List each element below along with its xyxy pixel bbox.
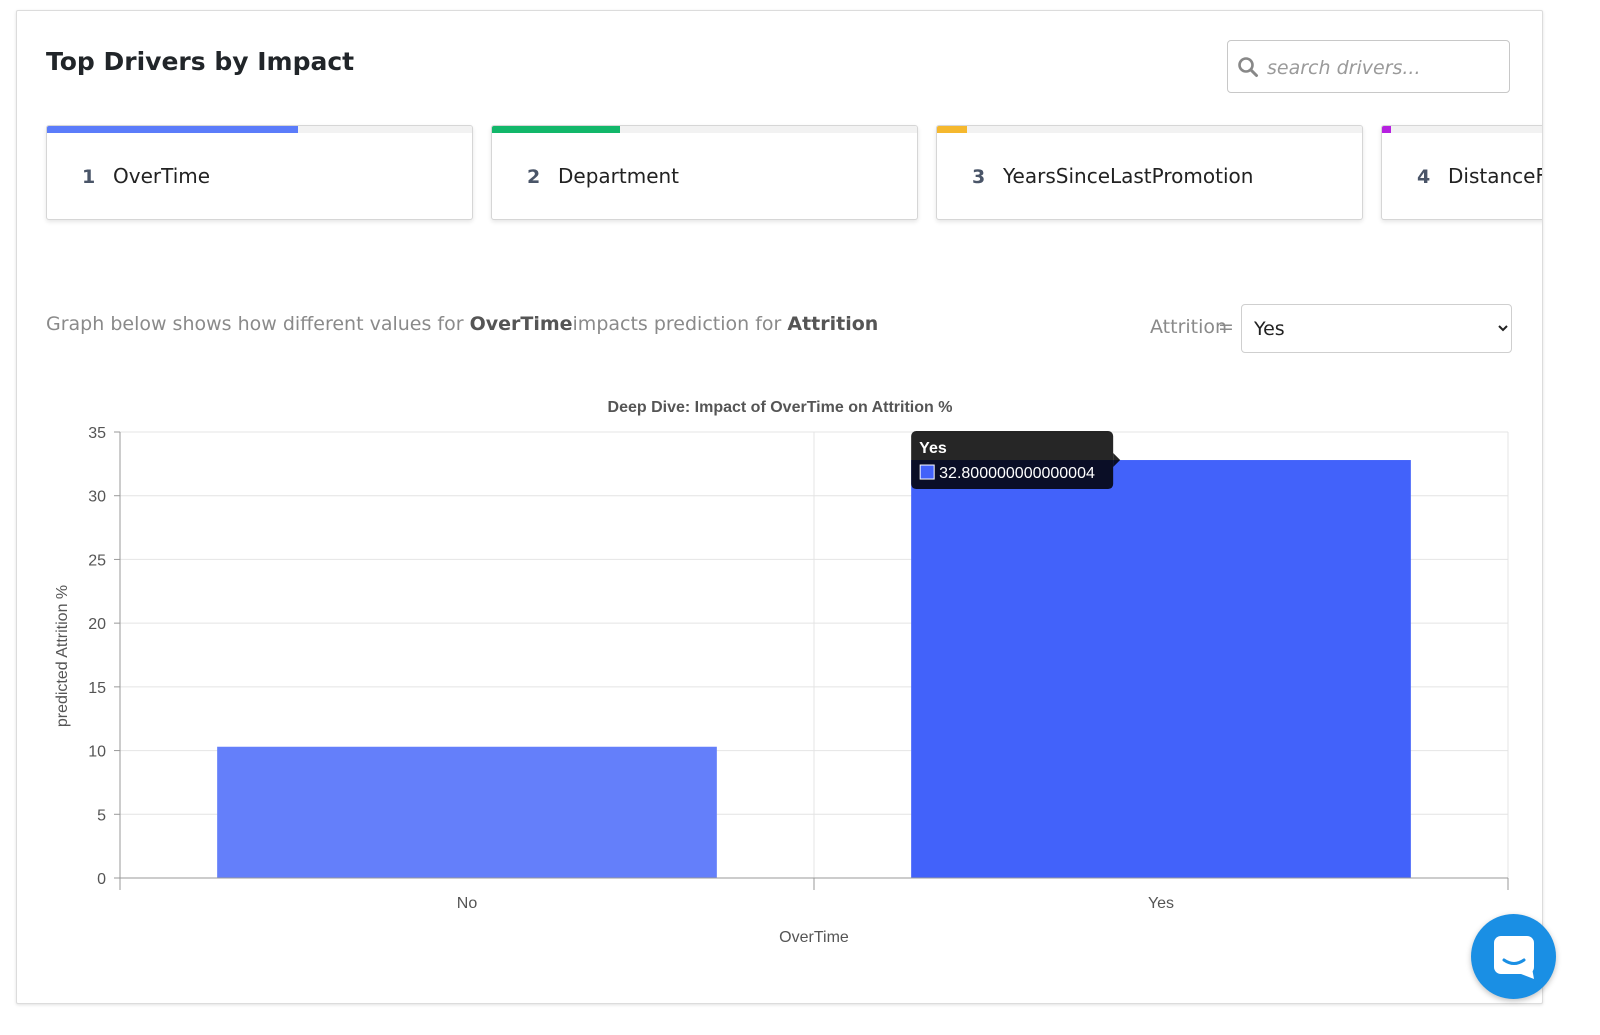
y-tick-label: 20	[88, 616, 106, 633]
tooltip-caret	[1113, 453, 1121, 468]
y-tick-label: 0	[97, 871, 106, 888]
desc-target: Attrition	[787, 313, 879, 335]
y-tick-label: 25	[88, 552, 106, 569]
y-tick-label: 15	[88, 680, 106, 697]
x-tick-label: Yes	[1148, 895, 1174, 912]
search-input[interactable]	[1265, 49, 1505, 86]
filter-label: Attrition	[1150, 316, 1228, 338]
driver-name: DistanceFr	[1448, 164, 1542, 188]
chart-title: Deep Dive: Impact of OverTime on Attriti…	[608, 399, 953, 416]
impact-bar-fill	[1382, 126, 1391, 133]
driver-name: OverTime	[113, 164, 211, 188]
desc-prefix: Graph below shows how different values f…	[46, 313, 470, 335]
tooltip-box	[911, 431, 1114, 490]
chat-button[interactable]	[1471, 914, 1556, 999]
impact-bar-fill	[47, 126, 298, 133]
driver-name: YearsSinceLastPromotion	[1003, 164, 1254, 188]
y-axis: 0 5 10 15 20 25 30 35	[88, 425, 120, 888]
tooltip-value: 32.800000000000004	[939, 465, 1095, 482]
x-tick-label: No	[457, 895, 478, 912]
driver-rank: 2	[527, 166, 541, 188]
driver-rank: 3	[972, 166, 986, 188]
chat-icon	[1494, 936, 1534, 979]
bars	[217, 460, 1411, 878]
impact-bar-fill	[492, 126, 620, 133]
y-axis-label: predicted Attrition %	[54, 585, 71, 727]
y-tick-label: 35	[88, 425, 106, 442]
driver-card-2[interactable]: 2 Department	[491, 125, 918, 220]
y-tick-label: 5	[97, 807, 106, 824]
driver-cards: 1 OverTime 2 Department 3 YearsSinceLast…	[46, 125, 1542, 220]
bar-no[interactable]	[217, 746, 717, 878]
filter-equals: =	[1218, 316, 1234, 338]
tooltip-category: Yes	[919, 440, 947, 457]
driver-card-1[interactable]: 1 OverTime	[46, 125, 473, 220]
bar-chart: Deep Dive: Impact of OverTime on Attriti…	[54, 399, 1509, 946]
panel-title: Top Drivers by Impact	[46, 47, 355, 76]
chart-tooltip: Yes 32.800000000000004	[911, 431, 1121, 490]
driver-card-4[interactable]: 4 DistanceFr	[1381, 125, 1542, 220]
impact-bar-track	[937, 126, 1362, 133]
y-tick-label: 30	[88, 489, 106, 506]
top-drivers-panel: Top Drivers by Impact 1 OverTime 2 Depar…	[16, 10, 1543, 1004]
chart-description: Graph below shows how different values f…	[46, 313, 878, 335]
impact-bar-track	[492, 126, 917, 133]
x-axis: No Yes	[119, 877, 1509, 912]
attrition-select[interactable]: Yes	[1241, 304, 1512, 353]
desc-middle: impacts prediction for	[572, 313, 788, 335]
driver-rank: 4	[1417, 166, 1431, 188]
tooltip-swatch	[919, 464, 935, 480]
desc-driver: OverTime	[469, 313, 573, 335]
impact-bar-track	[47, 126, 472, 133]
search-box[interactable]	[1227, 40, 1510, 93]
y-tick-label: 10	[88, 744, 106, 761]
driver-name: Department	[558, 164, 680, 188]
impact-bar-track	[1382, 126, 1542, 133]
bar-yes[interactable]	[911, 460, 1411, 878]
search-icon	[1238, 57, 1258, 77]
x-axis-label: OverTime	[779, 929, 849, 946]
driver-rank: 1	[82, 166, 96, 188]
driver-card-3[interactable]: 3 YearsSinceLastPromotion	[936, 125, 1363, 220]
impact-bar-fill	[937, 126, 967, 133]
